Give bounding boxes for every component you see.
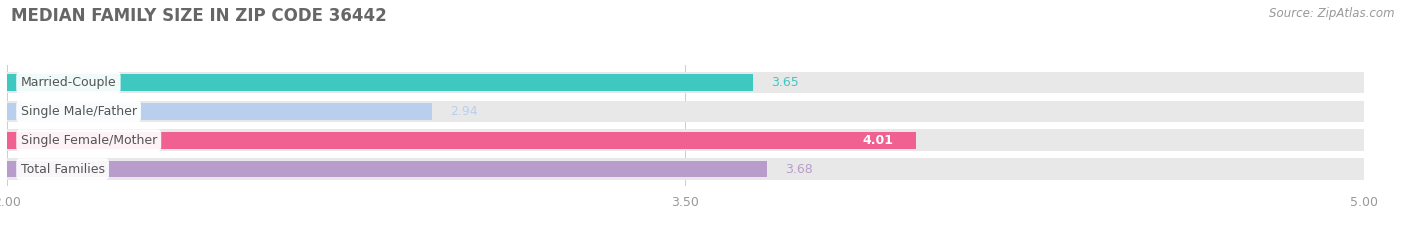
Text: Single Female/Mother: Single Female/Mother bbox=[21, 134, 157, 147]
Bar bbox=[7, 161, 766, 178]
Text: MEDIAN FAMILY SIZE IN ZIP CODE 36442: MEDIAN FAMILY SIZE IN ZIP CODE 36442 bbox=[11, 7, 387, 25]
Bar bbox=[7, 72, 1364, 93]
Text: Source: ZipAtlas.com: Source: ZipAtlas.com bbox=[1270, 7, 1395, 20]
Text: 3.68: 3.68 bbox=[785, 163, 813, 176]
Text: 3.65: 3.65 bbox=[772, 76, 799, 89]
Bar bbox=[7, 74, 754, 91]
Text: Total Families: Total Families bbox=[21, 163, 104, 176]
Text: 2.94: 2.94 bbox=[450, 105, 478, 118]
Bar bbox=[7, 103, 432, 120]
Text: 4.01: 4.01 bbox=[862, 134, 893, 147]
Bar bbox=[7, 132, 917, 149]
Bar bbox=[7, 101, 1364, 122]
Bar bbox=[7, 158, 1364, 180]
Text: Married-Couple: Married-Couple bbox=[21, 76, 117, 89]
Bar bbox=[7, 129, 1364, 151]
Text: Single Male/Father: Single Male/Father bbox=[21, 105, 136, 118]
